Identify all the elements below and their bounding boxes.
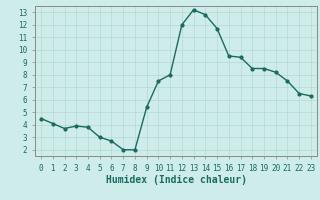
X-axis label: Humidex (Indice chaleur): Humidex (Indice chaleur) <box>106 175 246 185</box>
